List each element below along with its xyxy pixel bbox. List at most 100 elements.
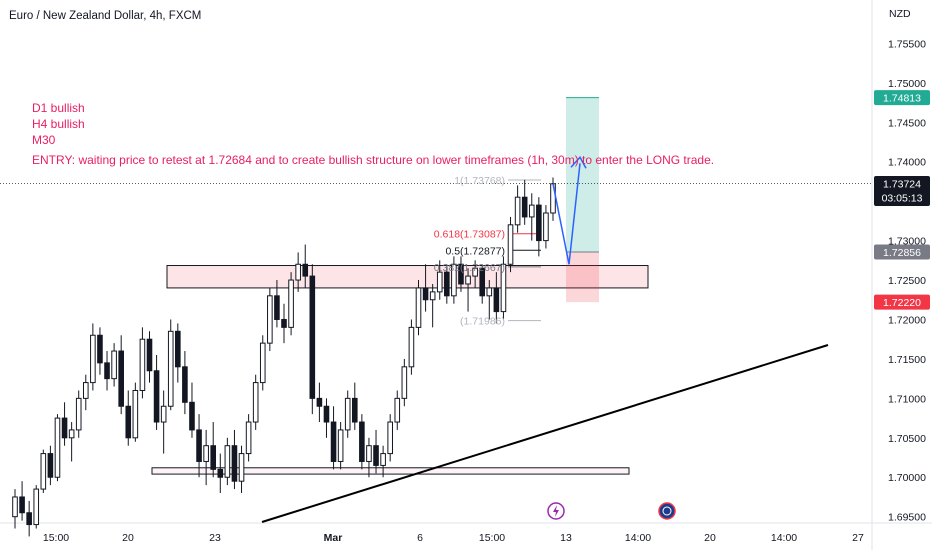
- candle: [90, 323, 96, 391]
- candle: [153, 354, 160, 430]
- y-tick-label: 1.70500: [888, 433, 926, 445]
- candle: [175, 323, 181, 383]
- candle: [19, 481, 25, 521]
- x-tick-label: 23: [209, 532, 221, 544]
- candle-body-down: [444, 271, 450, 297]
- candle-body-up: [415, 287, 422, 328]
- x-tick-label: 20: [122, 532, 134, 544]
- candle-body-up: [224, 445, 231, 478]
- price-label-bg: [874, 175, 930, 206]
- annotation-text-line: H4 bullish: [32, 117, 85, 131]
- annotation-text-line: M30: [32, 133, 56, 147]
- candle: [82, 374, 89, 411]
- fib-level-label: 0.618(1.73087): [434, 229, 505, 241]
- candle: [444, 264, 450, 304]
- candle-body-up: [132, 389, 139, 439]
- candle-body-down: [118, 350, 124, 407]
- candle: [281, 303, 287, 344]
- candle-body-up: [514, 196, 521, 226]
- candle: [167, 319, 174, 411]
- candle-body-down: [196, 429, 202, 462]
- y-tick-label: 1.74500: [888, 117, 926, 129]
- candle-body-up: [394, 397, 401, 423]
- candle: [436, 260, 443, 300]
- candle: [486, 280, 493, 320]
- candle: [33, 485, 40, 529]
- candle-body-down: [210, 445, 217, 470]
- candle-body-down: [97, 334, 103, 364]
- long-position-loss-area: [566, 251, 599, 303]
- annotation-text-line: D1 bullish: [32, 101, 85, 115]
- price-label-badge: 1.74813: [874, 90, 930, 106]
- candle: [274, 280, 280, 328]
- x-tick-label: 20: [704, 532, 716, 544]
- candle: [479, 264, 486, 304]
- candle-body-down: [302, 263, 309, 277]
- candle: [451, 256, 457, 304]
- candle-body-up: [507, 224, 514, 265]
- candle-body-up: [366, 445, 372, 462]
- candle: [465, 268, 471, 312]
- candle: [401, 358, 408, 407]
- candle-body-up: [528, 204, 535, 218]
- economic-event-icon-circle: [658, 502, 676, 520]
- economic-event-icon[interactable]: [658, 502, 676, 520]
- candle: [139, 327, 146, 399]
- candle: [47, 445, 54, 486]
- candle-body-up: [472, 267, 478, 277]
- candle-body-down: [316, 397, 323, 407]
- candle-body-up: [238, 453, 245, 482]
- candle: [514, 185, 521, 233]
- candle-body-up: [429, 291, 436, 301]
- candle-body-down: [146, 338, 153, 372]
- y-tick-label: 1.69500: [888, 512, 926, 524]
- candle: [458, 256, 464, 292]
- lightning-icon[interactable]: [547, 502, 565, 520]
- demand-zone: [151, 467, 630, 475]
- candle: [104, 351, 110, 391]
- price-label-bg: [874, 244, 930, 260]
- candle: [344, 390, 351, 438]
- candle-body-down: [217, 468, 224, 478]
- candle-body-up: [401, 366, 408, 399]
- candle-body-up: [68, 429, 75, 439]
- y-tick-label: 1.74000: [888, 157, 926, 169]
- candle-body-down: [281, 318, 287, 328]
- candle-body-up: [111, 350, 117, 380]
- candle-body-up: [380, 453, 386, 466]
- candle-body-down: [189, 401, 195, 431]
- candle-body-up: [408, 326, 415, 368]
- candle-body-up: [451, 263, 457, 297]
- price-label-bg: [874, 90, 930, 106]
- candle-body-up: [288, 279, 294, 328]
- candle-body-up: [139, 338, 146, 391]
- candle-body-down: [493, 287, 500, 313]
- candle: [203, 429, 209, 486]
- candle-body-down: [330, 421, 337, 462]
- y-tick-label: 1.71000: [888, 393, 926, 405]
- candle-body-down: [536, 204, 542, 242]
- chart-title: Euro / New Zealand Dollar, 4h, FXCM: [9, 10, 201, 22]
- candle-body-up: [12, 496, 18, 518]
- candle: [507, 216, 514, 273]
- candle-body-up: [245, 421, 252, 455]
- candle-body-up: [82, 382, 89, 399]
- y-tick-label: 1.70000: [888, 472, 926, 484]
- y-tick-label: 1.75500: [888, 38, 926, 50]
- candle: [500, 256, 507, 320]
- projection-path: [552, 163, 581, 265]
- candle: [521, 179, 528, 225]
- candle: [196, 414, 202, 478]
- x-tick-label: 14:00: [771, 532, 797, 544]
- projection-arrowhead: [570, 156, 587, 169]
- candle: [224, 437, 231, 486]
- candle: [210, 422, 217, 478]
- candle: [125, 390, 132, 446]
- price-label-value: 1.73724: [883, 178, 921, 190]
- candle-body-down: [422, 287, 429, 301]
- candle-body-down: [274, 295, 280, 320]
- candle-body-up: [90, 334, 96, 384]
- candle: [231, 429, 238, 490]
